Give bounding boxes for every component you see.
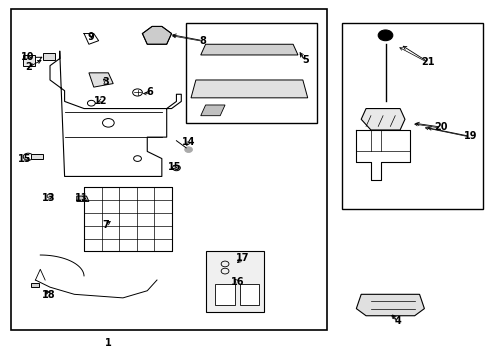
Bar <box>84 187 171 251</box>
Polygon shape <box>201 44 297 55</box>
Polygon shape <box>361 109 404 130</box>
Text: 6: 6 <box>146 87 153 98</box>
Text: 18: 18 <box>42 290 56 300</box>
Text: 14: 14 <box>182 138 195 148</box>
Text: 8: 8 <box>199 36 206 46</box>
Text: 15: 15 <box>167 162 181 172</box>
Text: 13: 13 <box>42 193 56 203</box>
Text: 19: 19 <box>463 131 476 141</box>
Text: 1: 1 <box>105 338 111 347</box>
Bar <box>341 23 482 208</box>
Text: 3: 3 <box>102 77 109 87</box>
Bar <box>30 154 42 159</box>
Bar <box>186 23 317 123</box>
Bar <box>205 251 264 312</box>
Bar <box>239 284 259 305</box>
Text: 16: 16 <box>230 277 244 287</box>
Polygon shape <box>201 105 224 116</box>
Polygon shape <box>77 196 89 202</box>
Text: 2: 2 <box>25 63 31 72</box>
Text: 7: 7 <box>102 220 109 230</box>
Polygon shape <box>356 294 424 316</box>
Text: 10: 10 <box>21 52 35 62</box>
Polygon shape <box>142 26 171 44</box>
Text: 15: 15 <box>18 154 31 164</box>
Polygon shape <box>89 73 113 87</box>
Bar <box>30 283 39 287</box>
Bar <box>11 9 326 330</box>
Text: 4: 4 <box>393 316 400 326</box>
Circle shape <box>377 30 392 41</box>
Polygon shape <box>191 80 307 98</box>
Circle shape <box>184 147 192 153</box>
Bar <box>42 53 55 60</box>
Text: 9: 9 <box>88 32 95 42</box>
Text: 20: 20 <box>434 122 447 132</box>
Text: 21: 21 <box>421 57 434 67</box>
Text: 11: 11 <box>75 193 88 203</box>
Text: 5: 5 <box>301 55 308 65</box>
Bar <box>23 55 35 66</box>
Text: 12: 12 <box>94 96 107 106</box>
Text: 17: 17 <box>236 253 249 263</box>
Bar <box>215 284 234 305</box>
